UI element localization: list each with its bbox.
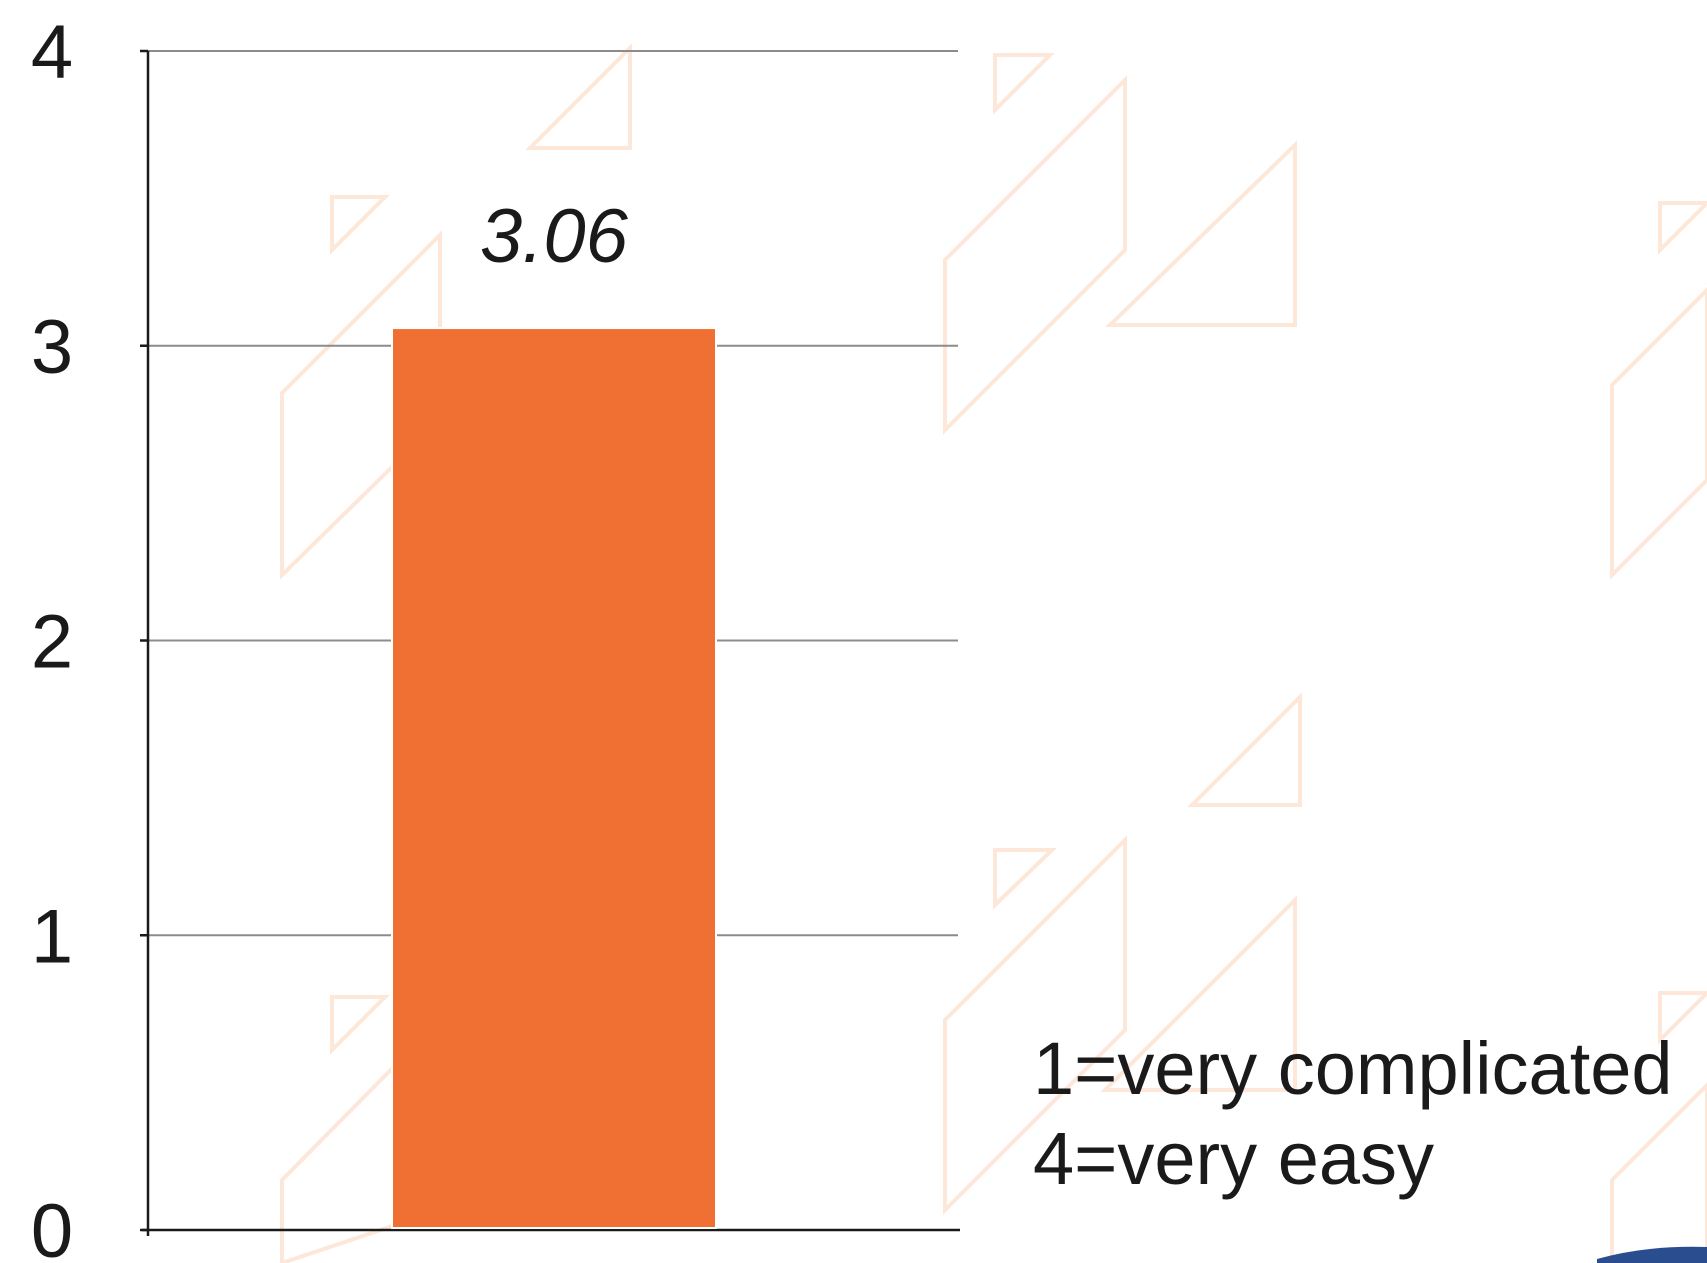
bars — [391, 327, 717, 1229]
pattern-shape — [1187, 692, 1302, 807]
y-axis-ticks: 0 1 2 3 4 — [31, 10, 148, 1263]
pattern-shape — [1658, 991, 1707, 1045]
pattern-shape — [943, 75, 1127, 435]
pattern-shape — [330, 195, 390, 255]
pattern-shape — [993, 53, 1055, 115]
y-tick-label: 1 — [31, 894, 73, 979]
scale-note-line-2: 4=very easy — [1033, 1117, 1435, 1200]
bar-value-label: 3.06 — [480, 194, 629, 279]
corner-logo-swoosh — [1597, 1246, 1707, 1263]
pattern-shape — [1610, 1082, 1707, 1263]
pattern-shape — [943, 835, 1127, 1215]
pattern-shape — [1105, 140, 1297, 327]
pattern-shape — [993, 848, 1057, 910]
y-tick-label: 3 — [31, 305, 73, 390]
scale-note-line-1: 1=very complicated — [1033, 1027, 1673, 1110]
y-tick-label: 0 — [31, 1189, 73, 1263]
data-labels: 3.06 — [480, 194, 629, 279]
pattern-shape — [1610, 287, 1707, 580]
pattern-shape — [525, 43, 632, 150]
pattern-shape — [330, 995, 390, 1055]
pattern-shape — [1100, 895, 1297, 1092]
y-tick-label: 2 — [31, 600, 73, 685]
y-tick-label: 4 — [31, 10, 73, 95]
bar — [391, 327, 717, 1229]
pattern-shape — [1658, 201, 1707, 255]
axes — [142, 51, 960, 1236]
